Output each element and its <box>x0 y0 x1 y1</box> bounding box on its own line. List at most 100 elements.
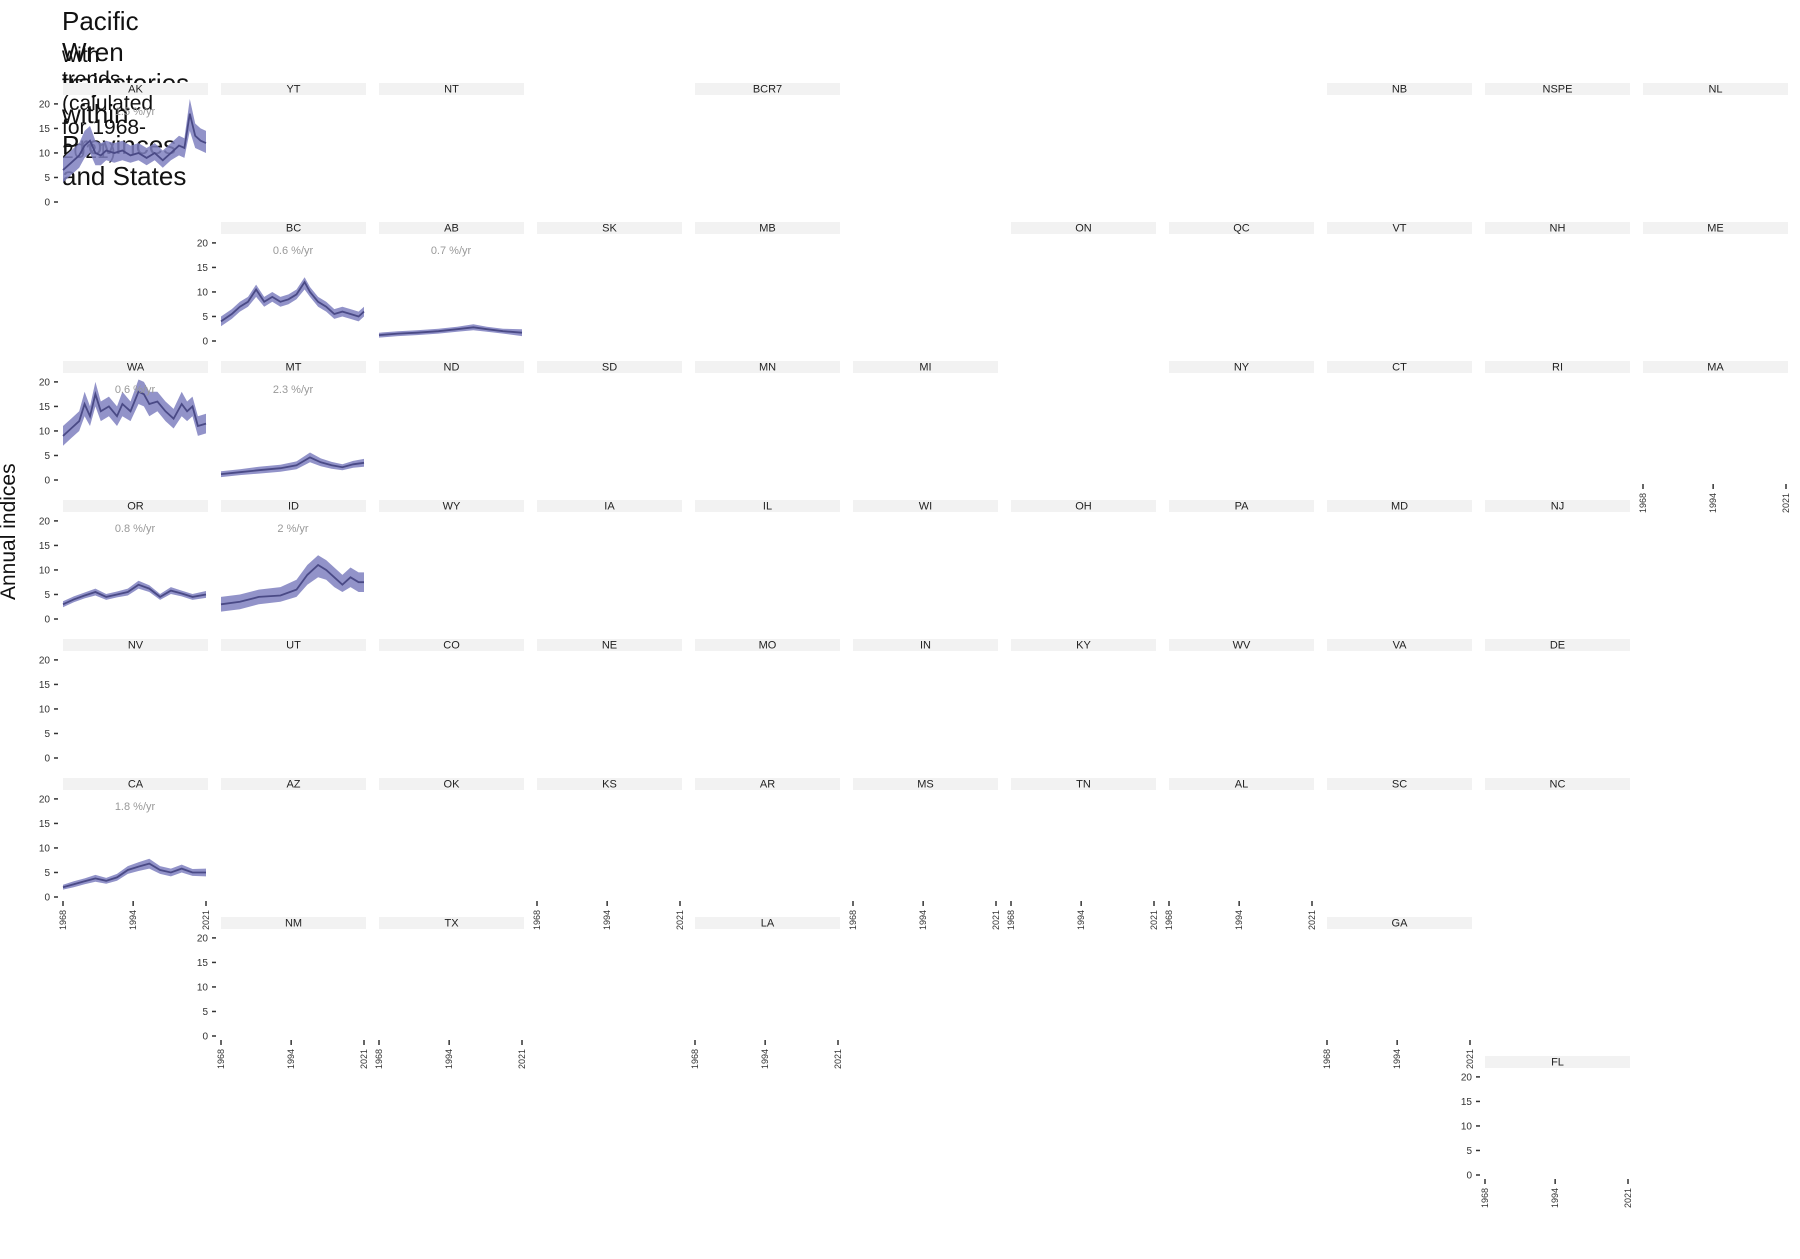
x-tick-label: 1994 <box>1234 910 1244 930</box>
y-tick-label: 10 <box>197 982 209 993</box>
panel-strip-fl <box>1485 1056 1630 1068</box>
panel-strip-ar <box>695 778 840 790</box>
panel-nt: NT <box>379 83 524 96</box>
panel-strip-in <box>853 639 998 651</box>
panel-yt: YT <box>221 83 366 96</box>
panel-strip-mt <box>221 361 366 373</box>
panel-strip-co <box>379 639 524 651</box>
panel-ak: AK 0 5 10 15 20 1.5 %/yr <box>39 83 208 209</box>
panel-ct: CT <box>1327 361 1472 374</box>
y-tick-label: 0 <box>202 337 208 348</box>
panel-strip-ct <box>1327 361 1472 373</box>
panel-ky: KY <box>1011 639 1156 652</box>
panel-strip-ms <box>853 778 998 790</box>
panel-va: VA <box>1327 639 1472 652</box>
panel-strip-il <box>695 500 840 512</box>
panel-label-mi: MI <box>919 362 931 374</box>
panel-label-ga: GA <box>1392 918 1409 930</box>
panel-strip-ks <box>537 778 682 790</box>
panel-nspe: NSPE <box>1485 83 1630 96</box>
panel-strip-wi <box>853 500 998 512</box>
panel-strip-bc <box>221 222 366 234</box>
ci-band-wa <box>63 379 206 446</box>
trend-label-bc: 0.6 %/yr <box>273 245 314 257</box>
panel-tx: TX 1968 1994 2021 <box>374 917 527 1069</box>
panel-tn: TN 1968 1994 2021 <box>1006 778 1159 930</box>
panel-label-nj: NJ <box>1551 501 1564 513</box>
panel-ab: AB 0.7 %/yr <box>378 222 524 338</box>
trend-label-wa: 0.6 %/yr <box>115 384 156 396</box>
y-tick-label: 5 <box>44 590 50 601</box>
y-tick-label: 15 <box>39 541 51 552</box>
x-tick-label: 1994 <box>128 910 138 930</box>
panel-label-ms: MS <box>917 779 934 791</box>
panel-md: MD <box>1327 500 1472 513</box>
panel-strip-md <box>1327 500 1472 512</box>
panel-ks: KS 1968 1994 2021 <box>532 778 685 930</box>
panel-mb: MB <box>695 222 840 235</box>
panel-label-ak: AK <box>128 84 143 96</box>
panel-strip-al <box>1169 778 1314 790</box>
panel-strip-az <box>221 778 366 790</box>
panel-strip-qc <box>1169 222 1314 234</box>
y-tick-label: 15 <box>39 124 51 135</box>
panel-sk: SK <box>537 222 682 235</box>
panel-label-sd: SD <box>602 362 617 374</box>
panel-strip-nv <box>63 639 208 651</box>
panel-label-qc: QC <box>1233 223 1250 235</box>
panel-label-wi: WI <box>919 501 932 513</box>
panel-strip-sd <box>537 361 682 373</box>
panel-label-ca: CA <box>128 779 144 791</box>
x-tick-label: 1968 <box>216 1049 226 1069</box>
panel-ar: AR <box>695 778 840 791</box>
panel-label-ne: NE <box>602 640 617 652</box>
panel-label-ok: OK <box>444 779 461 791</box>
panel-strip-wa <box>63 361 208 373</box>
panel-strip-ne <box>537 639 682 651</box>
panel-strip-nd <box>379 361 524 373</box>
x-tick-label: 1968 <box>532 910 542 930</box>
panel-strip-nl <box>1643 83 1788 95</box>
panel-label-yt: YT <box>286 84 300 96</box>
panel-qc: QC <box>1169 222 1314 235</box>
x-tick-label: 2021 <box>201 910 211 930</box>
y-tick-label: 0 <box>44 893 50 904</box>
panel-strip-on <box>1011 222 1156 234</box>
panel-mi: MI <box>853 361 998 374</box>
x-tick-label: 1968 <box>1638 493 1648 513</box>
panel-label-nl: NL <box>1708 84 1722 96</box>
panel-strip-la <box>695 917 840 929</box>
panel-sd: SD <box>537 361 682 374</box>
y-tick-label: 0 <box>202 1032 208 1043</box>
panel-label-vt: VT <box>1392 223 1406 235</box>
panel-label-or: OR <box>127 501 144 513</box>
panel-strip-wy <box>379 500 524 512</box>
x-tick-label: 1968 <box>374 1049 384 1069</box>
panel-strip-pa <box>1169 500 1314 512</box>
panel-sc: SC <box>1327 778 1472 791</box>
panel-strip-nj <box>1485 500 1630 512</box>
y-tick-label: 5 <box>1466 1146 1472 1157</box>
panel-strip-sk <box>537 222 682 234</box>
y-tick-label: 15 <box>1461 1097 1473 1108</box>
x-tick-label: 1994 <box>918 910 928 930</box>
y-tick-label: 20 <box>1461 1072 1473 1083</box>
x-tick-label: 1968 <box>1164 910 1174 930</box>
y-tick-label: 15 <box>39 402 51 413</box>
panel-label-nb: NB <box>1392 84 1407 96</box>
trend-label-ca: 1.8 %/yr <box>115 801 156 813</box>
panel-vt: VT <box>1327 222 1472 235</box>
panel-ma: MA 1968 1994 2021 <box>1638 361 1791 513</box>
panel-label-ia: IA <box>604 501 615 513</box>
panel-az: AZ <box>221 778 366 791</box>
panel-strip-ky <box>1011 639 1156 651</box>
trend-label-or: 0.8 %/yr <box>115 523 156 535</box>
panel-strip-ab <box>379 222 524 234</box>
panel-label-pa: PA <box>1235 501 1250 513</box>
trajectory-line-bc <box>220 280 365 323</box>
panel-label-mt: MT <box>286 362 302 374</box>
panel-label-ny: NY <box>1234 362 1250 374</box>
panel-strip-bcr7 <box>695 83 840 95</box>
y-tick-label: 10 <box>39 565 51 576</box>
